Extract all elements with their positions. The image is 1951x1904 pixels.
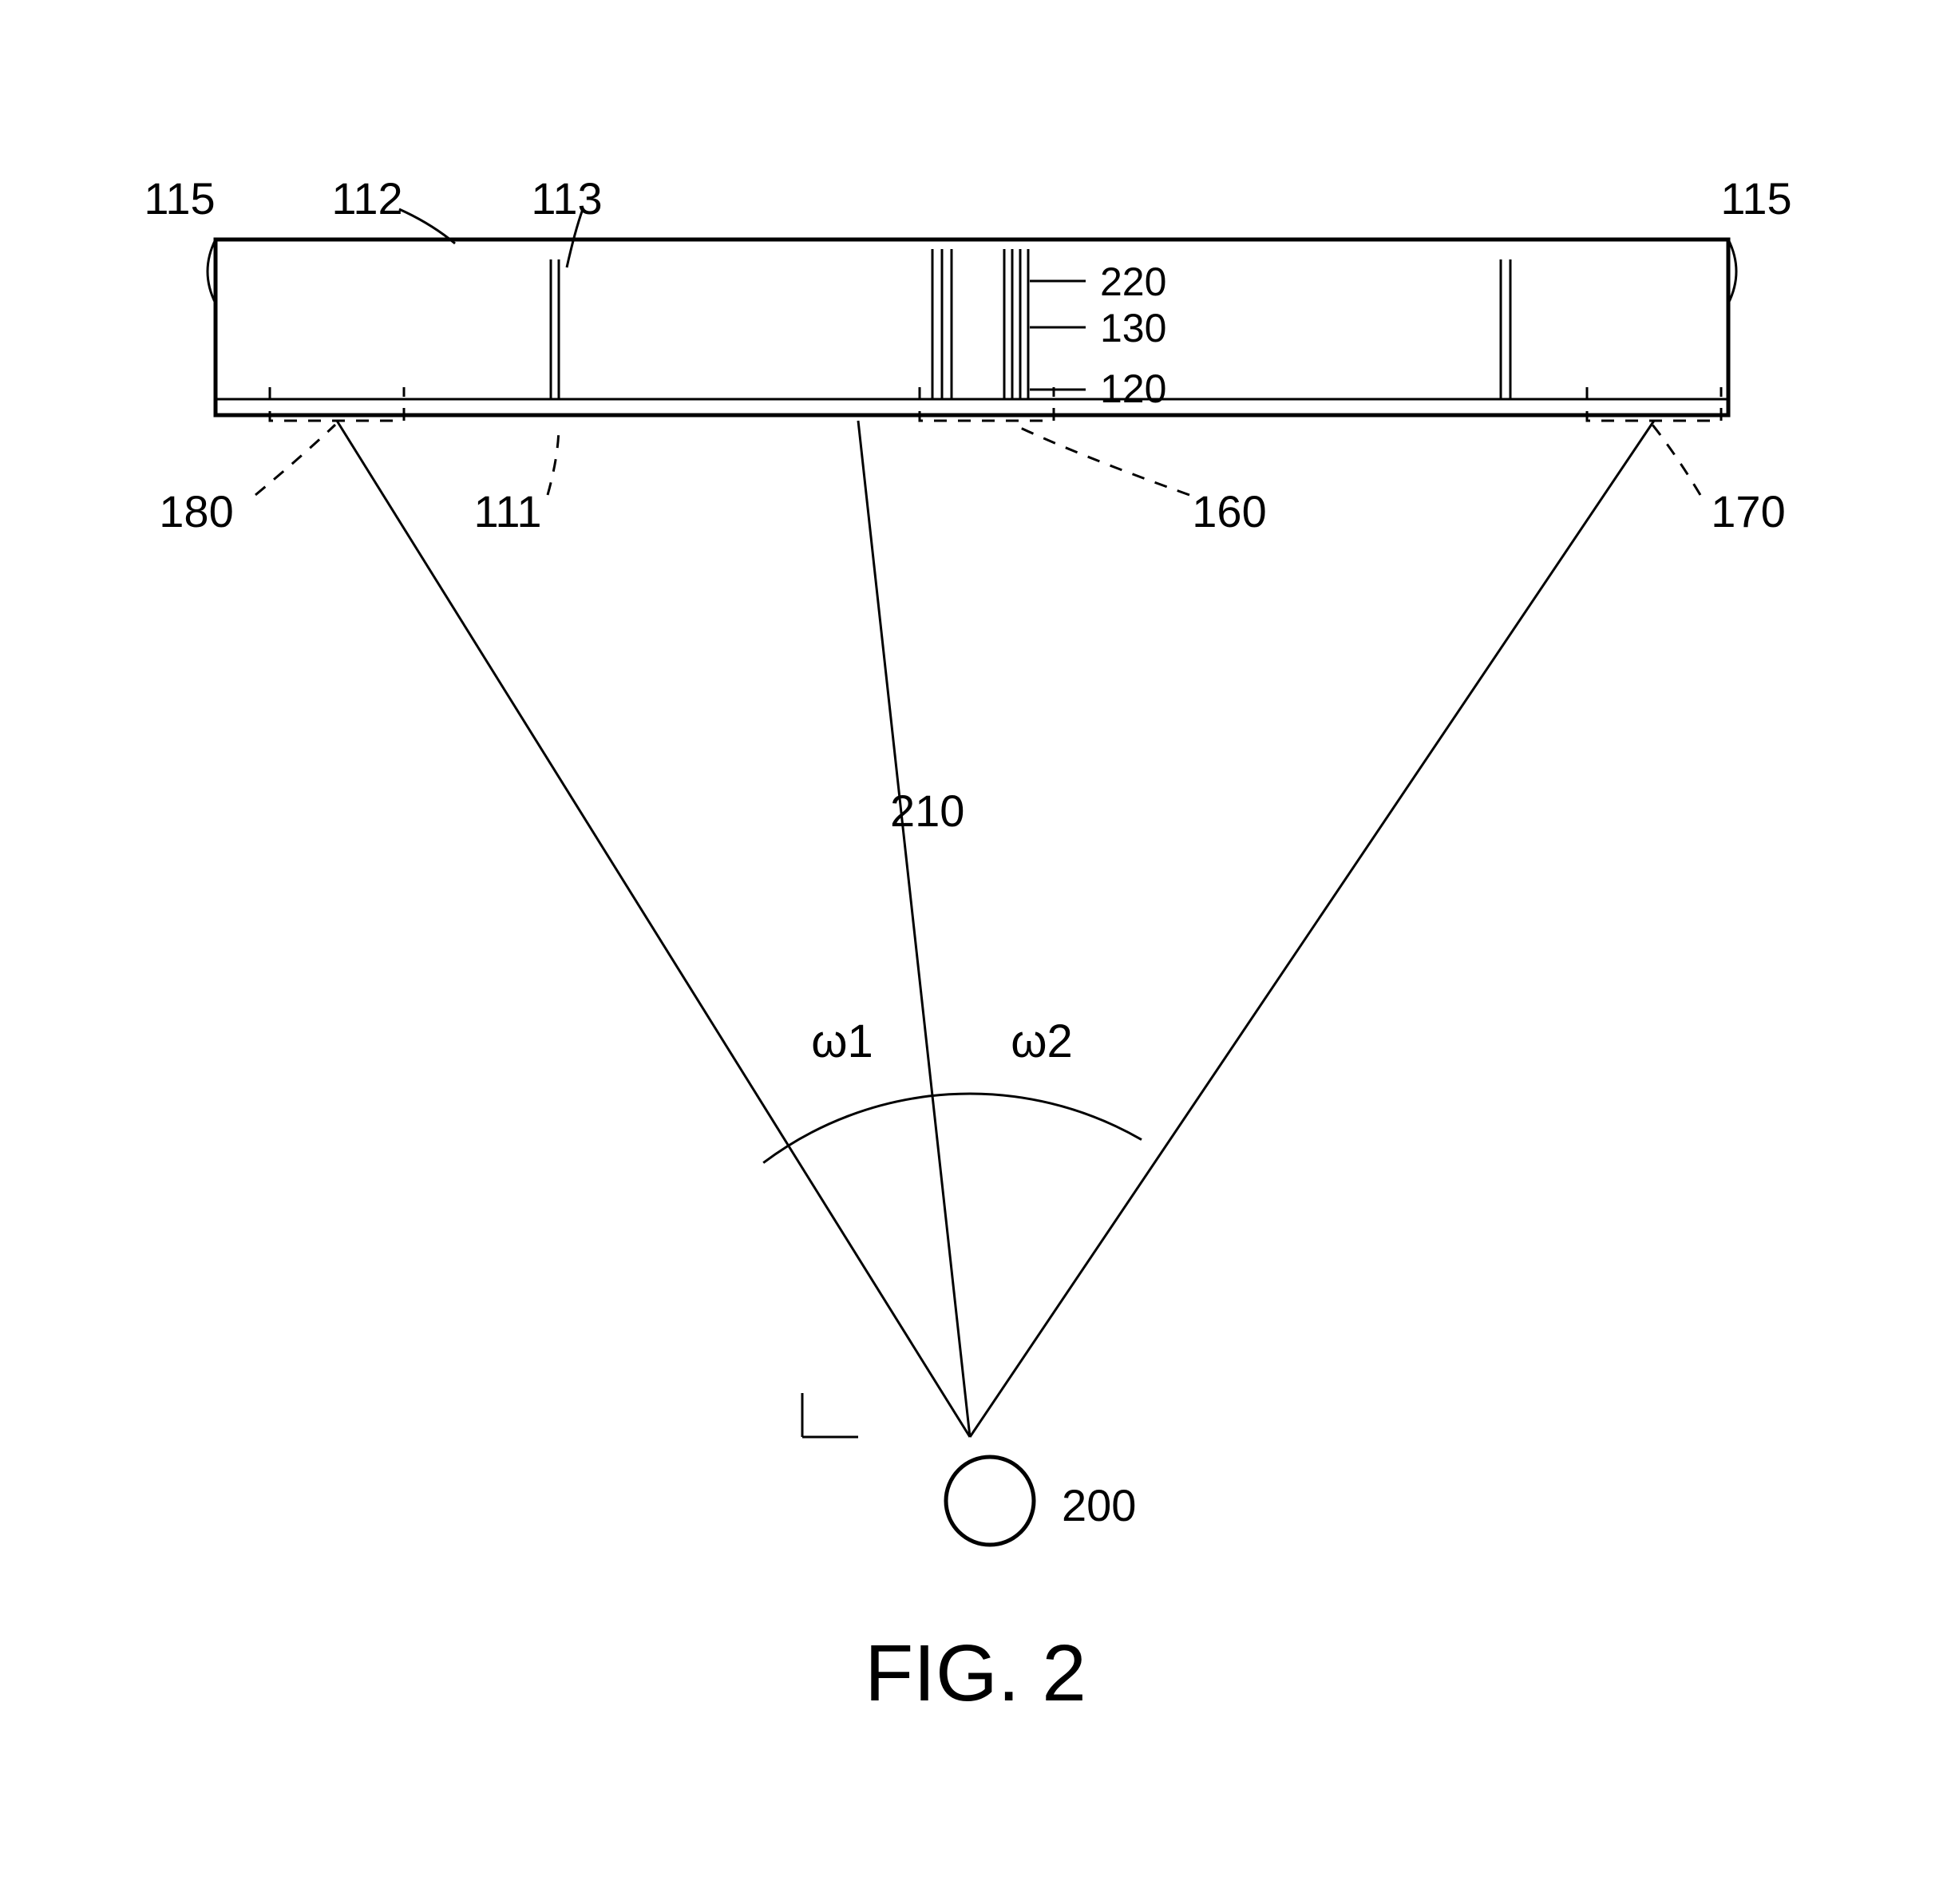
label-n120: 120 [1100,366,1166,411]
label-n210: 210 [890,786,964,836]
angle-arc [763,1094,1142,1163]
source-circle [946,1457,1034,1545]
leader-l111 [548,425,559,495]
label-w1: ω1 [811,1015,873,1067]
label-w2: ω2 [1011,1015,1073,1067]
leader-l180 [255,425,335,495]
label-n115L: 115 [144,173,215,224]
label-n170: 170 [1711,486,1785,536]
label-n111: 111 [473,486,541,536]
label-n160: 160 [1192,486,1266,536]
label-fig: FIG. 2 [865,1629,1086,1718]
label-n113: 113 [531,173,602,224]
leader-l160 [1014,425,1189,495]
label-n220: 220 [1100,259,1166,304]
ray-right [970,421,1654,1437]
figure-2-diagram: 115 112 113 115 220130 120 180 111 160 170 210 ω1 ω2… [0,0,1951,1904]
label-n112: 112 [331,173,402,224]
label-n130: 130 [1100,306,1166,350]
label-n115R: 115 [1720,173,1791,224]
leader-l170 [1652,425,1700,495]
label-n180: 180 [159,486,233,536]
label-n200: 200 [1062,1480,1136,1530]
